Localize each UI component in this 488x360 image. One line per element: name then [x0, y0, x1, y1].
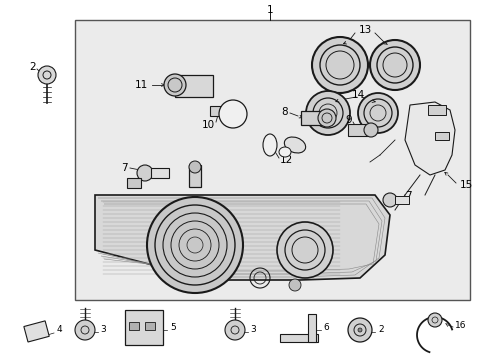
Circle shape [305, 91, 349, 135]
Ellipse shape [263, 134, 276, 156]
Circle shape [369, 40, 419, 90]
Circle shape [137, 165, 153, 181]
Circle shape [189, 161, 201, 173]
Circle shape [382, 193, 396, 207]
Circle shape [276, 222, 332, 278]
Bar [427, 105, 445, 115]
Bar [125, 310, 163, 345]
Polygon shape [95, 195, 389, 280]
Circle shape [38, 66, 56, 84]
Bar [145, 322, 155, 330]
Circle shape [347, 318, 371, 342]
Text: 7: 7 [121, 163, 128, 173]
Bar [301, 111, 323, 125]
Text: 14: 14 [351, 90, 364, 100]
Text: 2: 2 [30, 62, 36, 72]
Bar [129, 322, 139, 330]
Bar [434, 132, 448, 140]
Bar [394, 196, 408, 204]
Polygon shape [404, 102, 454, 175]
Circle shape [147, 197, 243, 293]
Text: 6: 6 [323, 323, 328, 332]
Ellipse shape [284, 137, 305, 153]
Bar [151, 168, 169, 178]
Circle shape [317, 109, 335, 127]
Bar [307, 314, 315, 342]
Text: 11: 11 [135, 80, 148, 90]
Text: 3: 3 [100, 325, 105, 334]
Circle shape [427, 313, 441, 327]
Text: 7: 7 [404, 191, 411, 201]
Circle shape [224, 320, 244, 340]
Circle shape [219, 100, 246, 128]
Circle shape [357, 93, 397, 133]
Bar [280, 334, 317, 342]
Bar [189, 165, 201, 187]
Text: 4: 4 [57, 325, 62, 334]
Circle shape [363, 123, 377, 137]
Text: 2: 2 [377, 325, 383, 334]
Text: 15: 15 [459, 180, 472, 190]
Circle shape [75, 320, 95, 340]
Bar [175, 75, 213, 97]
Text: 5: 5 [170, 323, 175, 332]
Text: 12: 12 [280, 155, 293, 165]
Circle shape [311, 37, 367, 93]
Bar [209, 106, 224, 116]
Text: 16: 16 [454, 320, 466, 329]
Bar [347, 124, 367, 136]
Text: 1: 1 [266, 5, 273, 15]
Bar [24, 321, 49, 342]
Circle shape [288, 279, 301, 291]
Text: 8: 8 [281, 107, 287, 117]
Text: 9: 9 [345, 115, 351, 125]
Circle shape [357, 328, 361, 332]
Circle shape [163, 74, 185, 96]
Bar [75, 20, 469, 300]
Ellipse shape [279, 147, 290, 157]
Text: 10: 10 [201, 120, 214, 130]
Text: 3: 3 [249, 325, 255, 334]
Bar [127, 178, 141, 188]
Text: 13: 13 [358, 25, 371, 35]
